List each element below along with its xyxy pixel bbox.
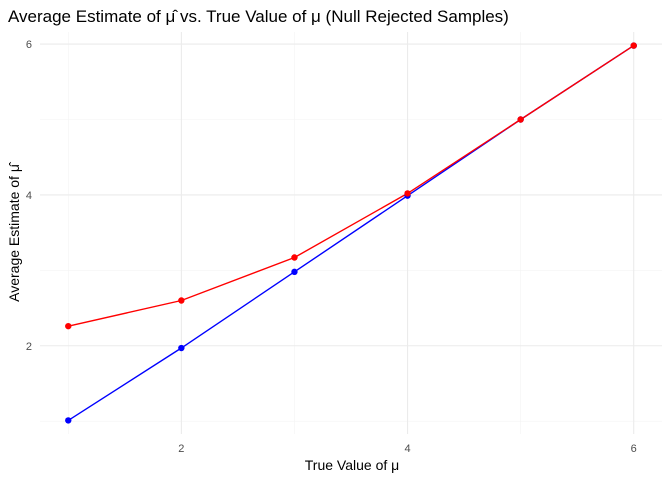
y-tick-label: 6 — [26, 39, 32, 51]
series-1-point — [291, 268, 298, 276]
x-tick-label: 4 — [404, 443, 410, 455]
series-1-point — [178, 344, 185, 352]
y-tick-label: 4 — [26, 190, 32, 202]
x-tick-label: 2 — [178, 443, 184, 455]
series-2-point — [291, 254, 298, 261]
y-tick-label: 2 — [26, 341, 32, 353]
series-2-point — [178, 297, 185, 304]
series-2-point — [630, 42, 637, 49]
series-2-point — [404, 190, 411, 197]
series-2-line — [68, 44, 635, 327]
y-axis-title: Average Estimate of μ̂ — [6, 161, 22, 302]
x-tick-label: 6 — [631, 443, 637, 455]
chart-title: Average Estimate of μ̂ vs. True Value of… — [8, 7, 509, 26]
x-axis-title: True Value of μ — [305, 457, 399, 473]
series-layer — [65, 42, 637, 424]
y-axis-ticks: 2 4 6 — [26, 39, 32, 353]
series-2-point — [517, 116, 524, 123]
major-gridlines — [40, 32, 662, 434]
x-axis-ticks: 2 4 6 — [178, 443, 636, 455]
series-1-point — [65, 417, 72, 424]
minor-gridlines — [40, 32, 662, 434]
series-2-point — [65, 322, 72, 330]
